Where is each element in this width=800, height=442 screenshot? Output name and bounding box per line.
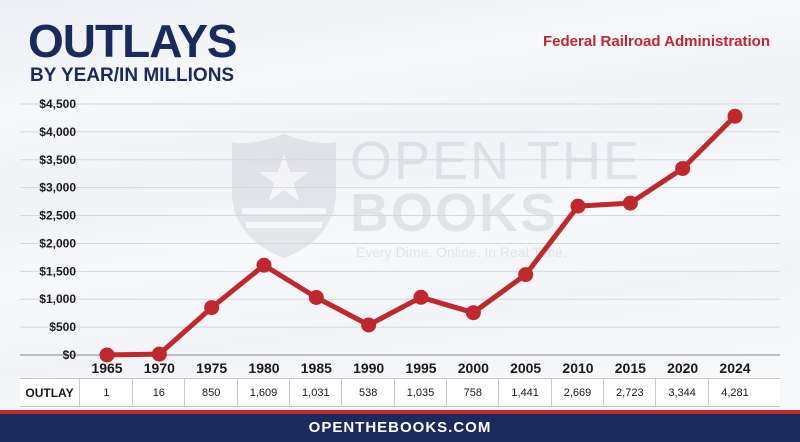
chart-subtitle: BY YEAR/IN MILLIONS <box>30 65 235 86</box>
y-axis-ticks: $0 $500 $1,000 $1,500 $2,000 $2,500 $3,000 $3,5… <box>39 97 76 362</box>
table-cell: 1,441 <box>500 379 552 406</box>
y-tick-label: $4,000 <box>39 125 76 139</box>
outlay-table: OUTLAY 1 16 850 1,609 1,031 538 1,035 758 1,441 2… <box>20 378 780 407</box>
data-point <box>518 267 534 283</box>
x-axis-ticks: 1965 1970 1975 1980 1985 1990 1995 2000 2005 2010… <box>91 360 750 376</box>
x-tick-label: 1970 <box>144 360 175 376</box>
data-point <box>151 346 167 362</box>
x-tick-label: 2010 <box>562 360 593 376</box>
x-tick-label: 2005 <box>510 360 541 376</box>
footer-accent-stripe <box>0 410 800 414</box>
table-cell: 2,723 <box>604 379 657 406</box>
table-row-label: OUTLAY <box>20 379 80 406</box>
table-cell: 850 <box>186 379 238 406</box>
x-tick-label: 2024 <box>719 360 750 376</box>
y-tick-label: $500 <box>49 320 76 334</box>
data-point <box>204 300 220 316</box>
data-point <box>622 195 638 211</box>
y-tick-label: $2,500 <box>39 209 76 223</box>
table-cell: 538 <box>343 379 395 406</box>
series-line <box>106 114 737 358</box>
table-row: 1 16 850 1,609 1,031 538 1,035 758 1,441 2,669 2,7… <box>80 379 780 406</box>
agency-name: Federal Railroad Administration <box>543 33 770 50</box>
x-tick-label: 2015 <box>615 360 646 376</box>
table-cell: 3,344 <box>657 379 709 406</box>
background <box>0 0 800 410</box>
x-tick-label: 1995 <box>405 360 436 376</box>
y-tick-label: $0 <box>63 348 77 362</box>
series-points <box>99 108 743 363</box>
x-tick-label: 1975 <box>196 360 227 376</box>
x-tick-label: 2000 <box>458 360 489 376</box>
data-point <box>675 160 691 176</box>
table-cell: 4,281 <box>721 386 749 399</box>
table-cell: 1 <box>81 379 134 406</box>
table-cell: 1,035 <box>395 379 448 406</box>
data-point <box>727 108 743 124</box>
x-tick-label: 2020 <box>667 360 698 376</box>
y-tick-label: $2,000 <box>39 236 76 250</box>
data-point <box>308 289 324 305</box>
x-tick-label: 1980 <box>248 360 279 376</box>
footer-bar: OPENTHEBOOKS.COM <box>0 410 800 442</box>
data-point <box>256 257 272 273</box>
data-point <box>99 347 115 363</box>
data-point <box>465 305 481 321</box>
chart-title: OUTLAYS <box>28 15 238 67</box>
y-tick-label: $4,500 <box>39 97 76 111</box>
y-tick-label: $1,000 <box>39 292 76 306</box>
table-cell: 16 <box>133 379 186 406</box>
y-tick-label: $3,500 <box>39 153 76 167</box>
table-cell: 1,609 <box>238 379 291 406</box>
table-cell: 2,669 <box>552 379 605 406</box>
table-cell: 1,031 <box>290 379 343 406</box>
x-tick-label: 1990 <box>353 360 384 376</box>
data-point <box>361 317 377 333</box>
y-tick-label: $3,000 <box>39 181 76 195</box>
y-tick-label: $1,500 <box>39 264 76 278</box>
line-chart: $0 $500 $1,000 $1,500 $2,000 $2,500 $3,000 $3,5… <box>20 97 780 376</box>
x-tick-label: 1965 <box>91 360 122 376</box>
x-tick-label: 1985 <box>301 360 332 376</box>
data-point <box>413 289 429 305</box>
chart-gridlines <box>20 103 780 356</box>
table-cell: 758 <box>447 379 500 406</box>
footer-site-link[interactable]: OPENTHEBOOKS.COM <box>308 419 492 436</box>
data-point <box>570 198 586 214</box>
